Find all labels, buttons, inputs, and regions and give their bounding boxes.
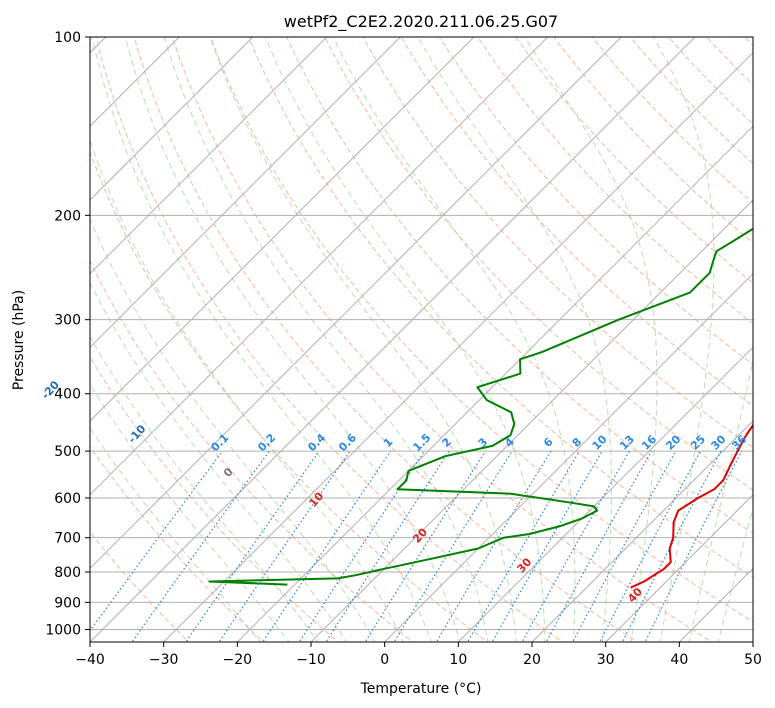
isotherm [90, 37, 623, 570]
y-tick-label: 100 [54, 30, 81, 46]
isotherm [90, 37, 549, 496]
plot-frame [89, 36, 754, 643]
x-tick-label: −10 [296, 652, 326, 668]
temperature-line [630, 423, 753, 589]
y-tick-label: 200 [54, 208, 81, 224]
x-tick-label: 0 [380, 652, 389, 668]
x-tick-label: −40 [75, 652, 105, 668]
y-tick-label: 600 [54, 491, 81, 507]
dry-adiabat [248, 37, 753, 578]
mixing-ratio-line [599, 450, 702, 642]
moist-adiabat [90, 218, 376, 642]
y-tick-label: 500 [54, 444, 81, 460]
mixing-ratio-line [572, 450, 677, 642]
mixing-ratio-line [325, 450, 450, 642]
y-tick-label: 700 [54, 531, 81, 547]
mixing-ratio-line [218, 450, 351, 642]
mixing-ratio-line [393, 450, 513, 642]
dry-adiabat [171, 37, 713, 642]
y-tick-label: 900 [54, 595, 81, 611]
x-tick-label: 50 [744, 652, 762, 668]
isotherm [90, 37, 402, 349]
background-lines [90, 24, 775, 645]
isotherm [162, 51, 753, 642]
isotherm [90, 37, 254, 201]
isotherm [457, 346, 753, 642]
x-tick-label: 10 [449, 652, 467, 668]
mixing-ratio-line [364, 450, 486, 642]
mixing-ratio-line [262, 450, 392, 642]
mixing-ratio-line [621, 450, 722, 642]
mixing-ratio-line [185, 450, 320, 642]
x-axis-label: Temperature (°C) [360, 681, 482, 697]
dry-adiabat [770, 24, 775, 645]
dry-adiabat [324, 37, 753, 491]
isotherm [383, 272, 753, 642]
mixing-ratio-line [131, 450, 270, 642]
isotherm [90, 37, 696, 642]
chart-title: wetPf2_C2E2.2020.211.06.25.G07 [284, 12, 558, 32]
isotherm [90, 37, 328, 275]
isotherm [531, 420, 753, 642]
y-tick-label: 1000 [45, 622, 81, 638]
y-tick-label: 300 [54, 313, 81, 329]
dewpoint-line [208, 227, 753, 586]
x-tick-label: −30 [149, 652, 179, 668]
plot-background [90, 37, 753, 642]
isotherm [310, 199, 753, 642]
y-tick-label: 800 [54, 565, 81, 581]
dry-adiabat [438, 37, 753, 366]
dry-adiabat [286, 37, 753, 534]
x-tick-label: 30 [597, 652, 615, 668]
isotherm [90, 37, 475, 422]
mixing-ratio-line [90, 450, 223, 632]
y-axis: 100 200 300 400 500 600 700 800 900 1000 [45, 30, 90, 638]
y-tick-label: 400 [54, 387, 81, 403]
isotherm [604, 493, 753, 642]
x-tick-label: 20 [523, 652, 541, 668]
mixing-ratio-line [298, 450, 425, 642]
isotherm [752, 641, 753, 642]
profile-lines [208, 227, 753, 589]
x-tick-label: −20 [223, 652, 253, 668]
y-axis-label: Pressure (hPa) [11, 290, 27, 390]
x-tick-label: 40 [670, 652, 688, 668]
dry-adiabat [362, 37, 753, 449]
mixing-ratio-line [466, 450, 580, 642]
isotherm [236, 125, 753, 642]
dry-adiabat [90, 150, 489, 642]
x-axis: −40 −30 −20 −10 0 10 20 30 40 50 [75, 642, 762, 668]
